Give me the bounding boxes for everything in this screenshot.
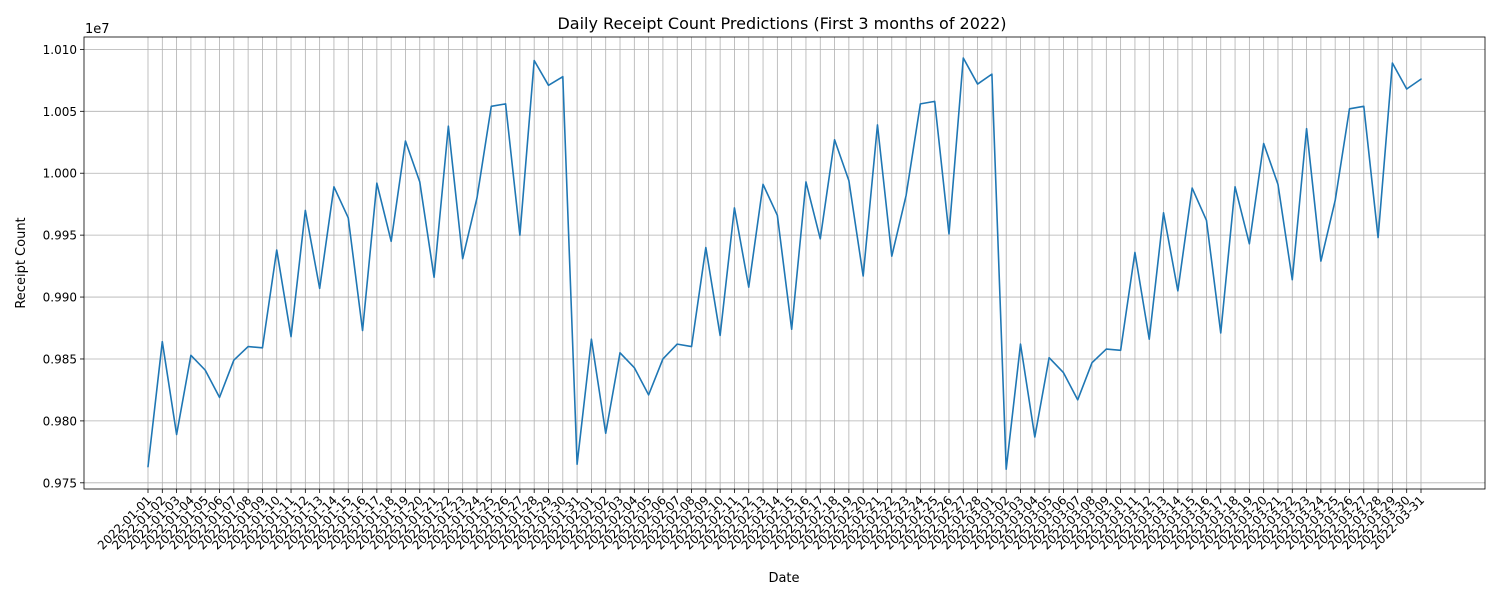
y-axis-label: Receipt Count [14,217,29,308]
y-tick-label: 0.990 [43,291,77,305]
y-tick-label: 0.980 [43,414,77,428]
series-layer [147,57,1422,470]
ticks-layer: 2022-01-012022-01-022022-01-032022-01-04… [43,43,1427,553]
x-axis-label: Date [768,571,799,586]
grid-layer [84,37,1485,489]
y-tick-label: 0.985 [43,352,77,366]
y-tick-label: 1.005 [43,105,77,119]
y-tick-label: 1.010 [43,43,77,57]
series-line [147,57,1422,470]
axes-layer [83,36,1486,490]
y-offset-label: 1e7 [85,22,110,37]
y-tick-label: 0.995 [43,229,77,243]
plot-frame [83,36,1486,490]
y-tick-label: 0.975 [43,476,77,490]
y-tick-label: 1.000 [43,167,77,181]
chart-title: Daily Receipt Count Predictions (First 3… [557,14,1006,33]
